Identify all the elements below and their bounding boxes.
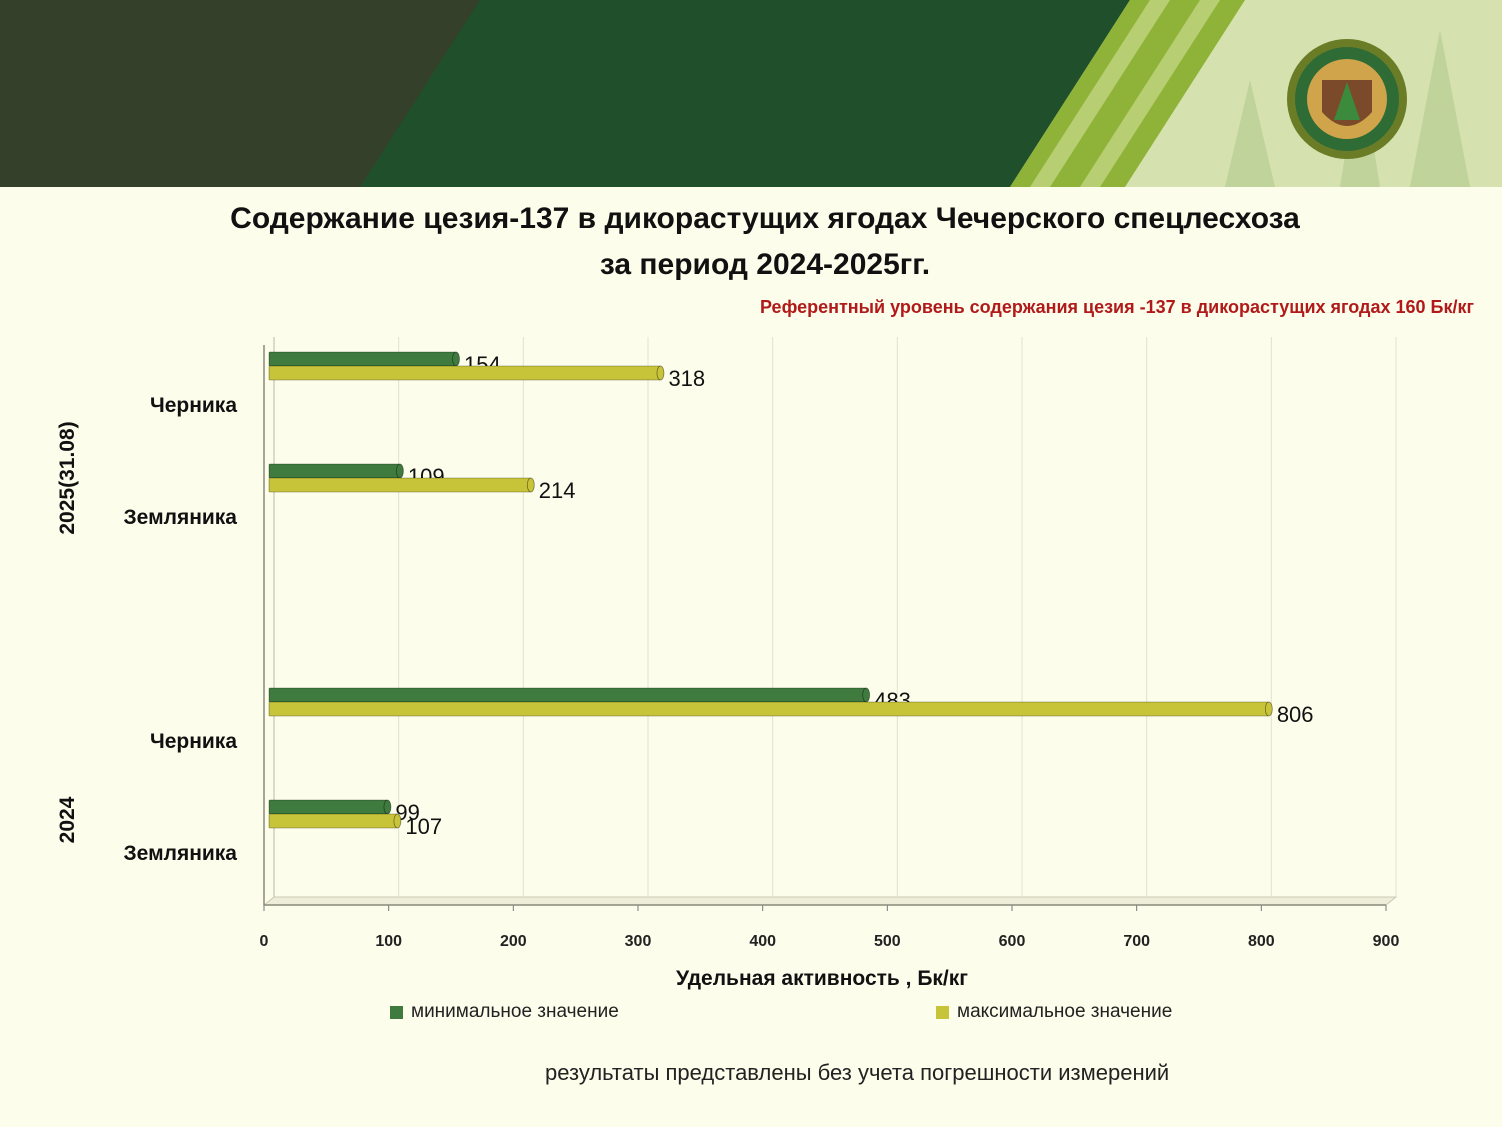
legend-min: минимальное значение [390,1001,619,1023]
bar [268,365,661,381]
x-tick-label: 600 [999,933,1026,950]
bar-end-cap [656,365,665,381]
bar-end-cap [862,687,871,703]
bar-end-cap [395,463,404,479]
data-label: 214 [539,478,576,503]
x-tick-label: 0 [260,933,269,950]
group-label: 2024 [56,796,79,843]
legend-max-swatch [936,1005,949,1019]
header-banner [0,0,1502,187]
category-label: Черника [150,394,237,417]
footer-note: результаты представлены без учета погреш… [545,1060,1170,1085]
x-tick-label: 500 [874,933,901,950]
legend-max: максимальное значение [936,1001,1172,1023]
bar-end-cap [452,351,460,367]
data-label: 806 [1277,702,1314,727]
bar-end-cap [383,799,392,815]
bar [268,813,398,829]
category-label: Земляника [124,506,238,529]
x-tick-label: 800 [1248,933,1275,950]
category-label: Земляника [124,842,238,865]
x-tick-label: 300 [625,933,652,950]
chart-title-line1: Содержание цезия-137 в дикорастущих ягод… [230,202,1300,235]
bar [268,701,1270,717]
bar [268,351,457,367]
emblem-icon [1287,39,1407,159]
bar-end-cap [1264,701,1273,717]
legend-min-swatch [390,1005,403,1019]
x-tick-label: 700 [1123,933,1150,950]
group-label: 2025(31.08) [56,421,79,534]
category-label: Черника [150,730,237,753]
x-tick-label: 100 [375,933,402,950]
legend-min-label: минимальное значение [411,1001,619,1022]
bar [268,463,401,479]
bar [268,687,867,703]
reference-level-note: Референтный уровень содержания цезия -13… [760,297,1474,317]
bar-chart: 0 100 200 300 400 500 600 700 800 900 Удельная акт… [56,337,1400,990]
legend-max-label: максимальное значение [957,1001,1173,1022]
x-tick-label: 200 [500,933,527,950]
x-tick-label: 900 [1373,933,1400,950]
x-axis-title: Удельная активность , Бк/кг [676,967,968,990]
x-tick-label: 400 [749,933,776,950]
bar [268,799,388,815]
bar-end-cap [393,813,402,829]
data-label: 318 [668,366,705,391]
chart-title-line2: за период 2024-2025гг. [599,248,931,281]
chart-floor [262,896,1398,906]
bar [268,477,532,493]
data-label: 107 [405,814,442,839]
bar-end-cap [526,477,535,493]
